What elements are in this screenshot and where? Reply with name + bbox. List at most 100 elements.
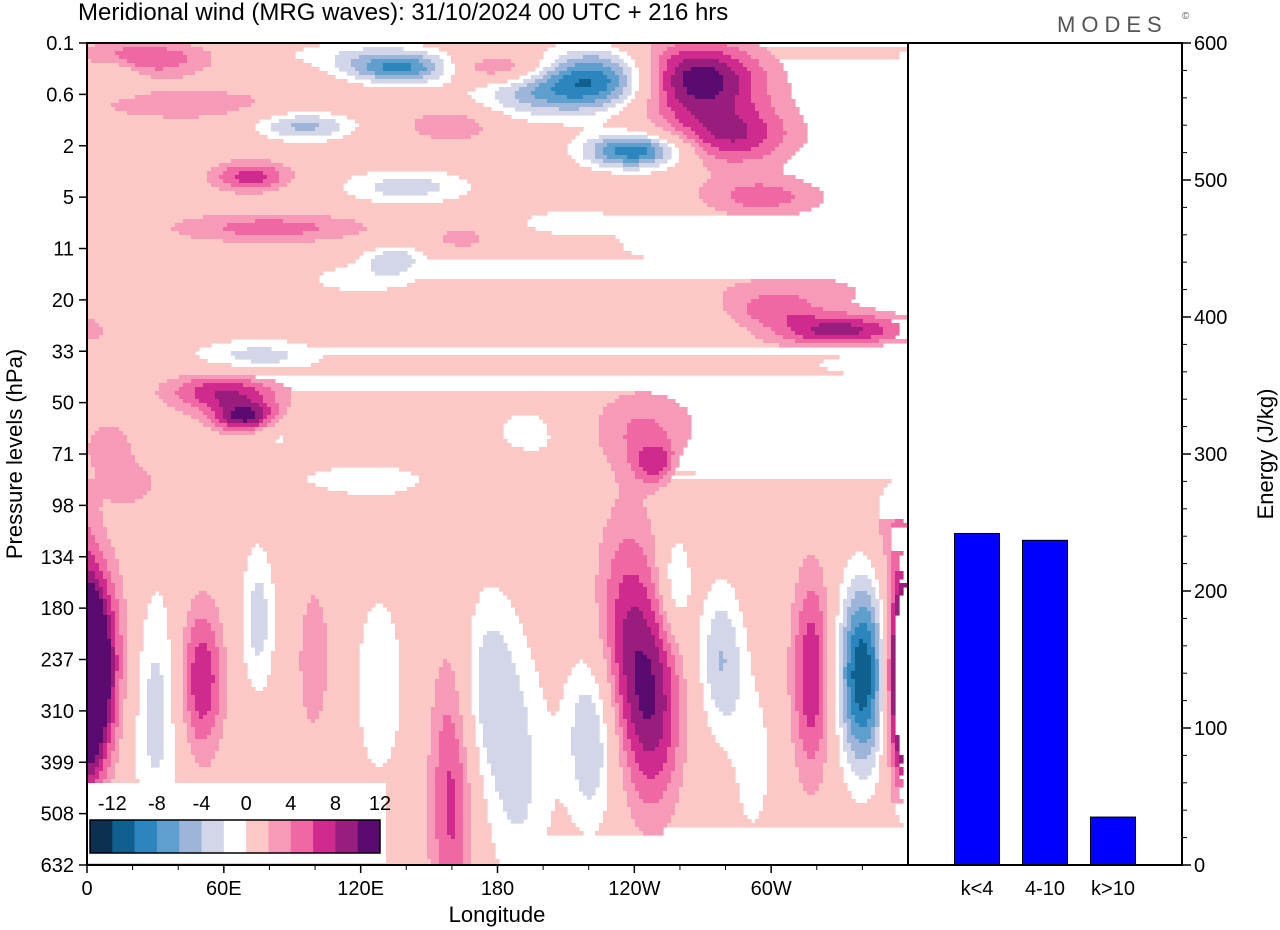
contour-cell — [143, 495, 620, 500]
contour-cell — [171, 699, 184, 704]
contour-cell — [843, 655, 848, 660]
contour-cell — [687, 559, 804, 564]
contour-cell — [455, 735, 464, 740]
contour-cell — [103, 607, 108, 612]
contour-cell — [663, 643, 672, 648]
contour-cell — [899, 755, 904, 760]
contour-cell — [215, 751, 368, 756]
contour-cell — [95, 475, 152, 480]
contour-cell — [623, 707, 632, 712]
contour-cell — [659, 83, 664, 88]
contour-cell — [455, 803, 464, 808]
contour-cell — [751, 75, 768, 80]
contour-cell — [627, 719, 632, 724]
contour-cell — [111, 691, 116, 696]
contour-cell — [867, 799, 892, 804]
contour-cell — [595, 583, 608, 588]
contour-cell — [895, 755, 900, 760]
contour-cell — [87, 95, 136, 100]
contour-cell — [487, 631, 500, 636]
contour-cell — [595, 143, 608, 148]
contour-cell — [671, 699, 680, 704]
contour-cell — [679, 719, 688, 724]
contour-cell — [87, 179, 208, 184]
contour-cell — [399, 467, 612, 472]
contour-cell — [439, 675, 456, 680]
energy-bars — [955, 533, 1136, 865]
contour-cell — [727, 579, 800, 584]
contour-cell — [175, 727, 188, 732]
contour-cell — [191, 715, 200, 720]
contour-cell — [887, 723, 892, 728]
colorbar-swatch — [90, 820, 113, 853]
contour-cell — [171, 687, 184, 692]
contour-cell — [115, 587, 124, 592]
contour-cell — [755, 107, 776, 112]
contour-cell — [631, 775, 648, 780]
contour-cell — [847, 703, 852, 708]
contour-cell — [271, 387, 292, 392]
contour-cell — [223, 723, 360, 728]
contour-cell — [467, 191, 700, 196]
contour-cell — [799, 611, 824, 616]
contour-cell — [787, 651, 796, 656]
contour-cell — [227, 715, 308, 720]
contour-cell — [827, 623, 836, 628]
contour-cell — [799, 727, 824, 732]
contour-cell — [87, 107, 116, 112]
contour-cell — [203, 411, 216, 416]
contour-cell — [267, 551, 600, 556]
contour-cell — [191, 691, 212, 696]
contour-cell — [191, 607, 220, 612]
contour-cell — [683, 123, 704, 128]
contour-cell — [427, 779, 436, 784]
contour-cell — [603, 655, 612, 660]
colorbar-swatch — [224, 820, 247, 853]
contour-cell — [327, 675, 360, 680]
contour-cell — [823, 567, 844, 572]
contour-cell — [815, 723, 824, 728]
contour-cell — [767, 743, 796, 748]
contour-cell — [187, 707, 196, 712]
contour-cell — [115, 671, 124, 676]
contour-cell — [479, 715, 528, 720]
contour-cell — [843, 627, 852, 632]
contour-cell — [675, 759, 688, 764]
contour-cell — [111, 779, 140, 784]
energy-tick-label: 100 — [1194, 718, 1227, 740]
contour-cell — [263, 383, 284, 388]
contour-cell — [183, 675, 188, 680]
contour-cell — [483, 643, 508, 648]
contour-cell — [651, 139, 660, 144]
contour-cell — [615, 639, 624, 644]
contour-cell — [219, 651, 228, 656]
contour-cell — [851, 699, 856, 704]
contour-cell — [191, 599, 216, 604]
contour-cell — [879, 527, 892, 532]
contour-cell — [455, 683, 472, 688]
contour-cell — [447, 659, 472, 664]
contour-cell — [171, 715, 184, 720]
contour-cell — [227, 659, 244, 664]
contour-cell — [847, 735, 856, 740]
contour-cell — [791, 639, 796, 644]
contour-cell — [651, 119, 668, 124]
contour-cell — [491, 767, 532, 772]
contour-cell — [111, 655, 116, 660]
contour-cell — [823, 675, 828, 680]
contour-cell — [611, 59, 624, 64]
contour-cell — [611, 567, 652, 572]
contour-cell — [655, 563, 668, 568]
contour-cell — [823, 671, 828, 676]
contour-cell — [131, 67, 156, 72]
contour-cell — [323, 619, 368, 624]
contour-cell — [575, 771, 600, 776]
contour-cell — [855, 611, 872, 616]
contour-cell — [539, 83, 556, 88]
figure: Meridional wind (MRG waves): 31/10/2024 … — [0, 0, 1280, 930]
contour-cell — [791, 327, 812, 332]
contour-cell — [671, 815, 748, 820]
contour-cell — [115, 703, 120, 708]
contour-cell — [455, 831, 464, 836]
contour-cell — [823, 583, 840, 588]
